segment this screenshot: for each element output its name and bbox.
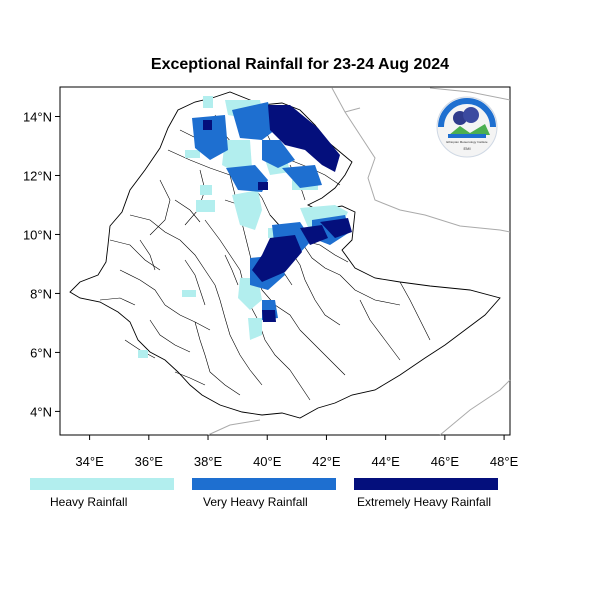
x-tick-label: 46°E	[431, 454, 460, 469]
legend-swatch-very-heavy	[192, 478, 336, 490]
map-title: Exceptional Rainfall for 23-24 Aug 2024	[150, 56, 450, 73]
y-tick-label: 4°N	[30, 404, 52, 419]
x-tick-label: 48°E	[490, 454, 519, 469]
y-tick-label: 10°N	[23, 227, 52, 242]
axis-ticks	[55, 115, 505, 440]
legend-swatch-heavy	[30, 478, 174, 490]
y-tick-label: 12°N	[23, 168, 52, 183]
legend-label-very-heavy: Very Heavy Rainfall	[203, 495, 308, 509]
neighbor-borders	[207, 87, 511, 436]
y-tick-label: 14°N	[23, 109, 52, 124]
x-tick-label: 38°E	[194, 454, 223, 469]
y-tick-label: 8°N	[30, 286, 52, 301]
x-tick-label: 44°E	[371, 454, 400, 469]
extremely-heavy-rainfall-areas	[203, 105, 352, 322]
legend-swatch-extremely-heavy	[354, 478, 498, 490]
x-tick-label: 40°E	[253, 454, 282, 469]
logo-tagline: EMI	[463, 146, 470, 151]
x-tick-label: 36°E	[135, 454, 164, 469]
x-tick-label: 42°E	[312, 454, 341, 469]
logo-org-name: Ethiopian Meteorology Institute	[446, 140, 488, 144]
axis-tick-labels: 34°E 36°E 38°E 40°E 42°E 44°E 46°E 48°E 14°N 12°N…	[23, 109, 519, 469]
legend-label-extremely-heavy: Extremely Heavy Rainfall	[357, 495, 492, 509]
x-tick-label: 34°E	[75, 454, 104, 469]
legend-label-heavy: Heavy Rainfall	[50, 495, 128, 509]
emi-logo: Ethiopian Meteorology Institute EMI	[436, 96, 498, 158]
country-outline	[69, 91, 501, 419]
y-tick-label: 6°N	[30, 345, 52, 360]
